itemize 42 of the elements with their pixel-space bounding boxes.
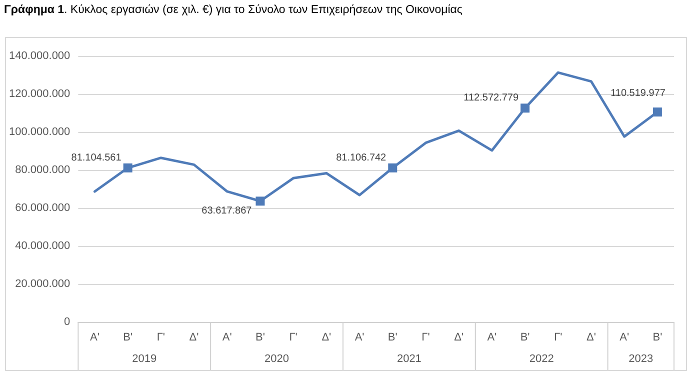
chart-title: Γράφημα 1. Κύκλος εργασιών (σε χιλ. €) για το Σύνολο των Επιχειρήσεων της Οικονομίας [4,4,462,16]
y-tick-label: 80.000.000 [15,164,70,176]
data-label: 81.106.742 [336,152,387,164]
x-tick-label: Γ' [156,332,166,344]
x-tick-label: Β' [520,332,530,344]
x-tick-label: Β' [256,332,265,344]
y-tick-label: 100.000.000 [9,126,70,138]
text: 2021 [396,353,422,365]
x-tick-label: Γ' [289,332,298,344]
point [652,108,662,117]
y-tick-label: 140.000.000 [9,50,70,62]
x-tick-label: Γ' [554,332,562,344]
x-tick-label: Β' [652,332,662,344]
data-label: 81.104.561 [71,152,122,164]
text: 2020 [264,353,290,365]
x-tick-label: Α' [222,332,232,344]
x-tick-label: Α' [354,332,364,344]
point [123,163,132,172]
x-tick-label: Δ' [454,332,464,344]
y-tick-label: 60.000.000 [15,202,70,214]
point [520,104,530,113]
y-tick-label: 0 [64,316,70,328]
data-label: 112.572.779 [464,92,519,104]
text: 2023 [628,353,654,365]
y-tick-label: 120.000.000 [9,88,70,100]
point [388,163,398,172]
x-tick-label: Α' [90,332,100,344]
x-tick-label: Β' [123,332,133,344]
point [256,196,265,206]
y-tick-label: 40.000.000 [15,240,70,252]
x-tick-label: Α' [620,332,630,344]
text: 2019 [132,353,157,365]
x-tick-label: Δ' [322,332,332,344]
x-tick-label: Β' [388,332,398,344]
y-tick-label: 20.000.000 [15,278,70,290]
x-tick-label: Δ' [586,332,596,344]
x-tick-label: Δ' [189,332,199,344]
data-label: 63.617.867 [202,206,252,217]
x-tick-label: Γ' [422,332,430,344]
text: 2022 [529,353,554,365]
x-tick-label: Α' [487,332,497,344]
data-label: 110.519.977 [610,88,666,100]
